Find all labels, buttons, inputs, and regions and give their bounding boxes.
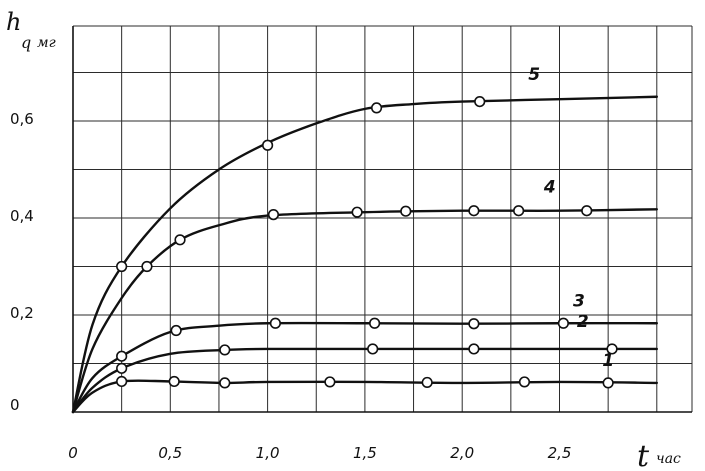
grid [73, 25, 693, 412]
series-marker-1 [602, 377, 614, 389]
series-marker-2 [468, 343, 480, 355]
series-marker-3 [269, 317, 281, 329]
series-line-4 [71, 208, 658, 414]
series-marker-3 [468, 318, 480, 330]
series-marker-2 [219, 344, 231, 356]
tick-labels: 0 0,5 1,0 1,5 2,0 2,5 0 0,2 0,4 0,6 [10, 110, 571, 462]
series-marker-4 [351, 206, 363, 218]
y-tick-label: 0,2 [10, 304, 34, 322]
series-marker-3 [369, 317, 381, 329]
x-tick-label: 0,5 [158, 444, 182, 462]
series-marker-2 [116, 362, 128, 374]
series-marker-4 [581, 205, 593, 217]
series-marker-5 [262, 139, 274, 151]
series-marker-2 [606, 343, 618, 355]
series-label-3: 3 [573, 291, 585, 311]
y-tick-label: 0,4 [10, 207, 34, 225]
y-tick-label: 0,6 [10, 110, 34, 128]
series-line-2 [71, 347, 658, 414]
series-label-1: 1 [602, 351, 614, 371]
series-marker-4 [400, 205, 412, 217]
series-marker-3 [116, 350, 128, 362]
series-line-3 [71, 321, 658, 414]
y-axis-unit: мг [37, 35, 56, 51]
series-marker-5 [474, 95, 486, 108]
x-tick-label: 2,0 [450, 444, 474, 462]
series-marker-4 [174, 234, 186, 246]
series-marker-4 [468, 205, 480, 217]
axes [72, 26, 692, 413]
y-axis-title-sub: q [21, 33, 31, 52]
axis-titles: h q мг t час [6, 8, 681, 471]
series-marker-5 [116, 260, 128, 273]
series-label-5: 5 [528, 65, 540, 85]
series-marker-1 [421, 376, 433, 389]
series-marker-1 [116, 375, 128, 388]
series-marker-2 [367, 343, 379, 355]
series-marker-5 [370, 102, 383, 114]
x-tick-label: 1,0 [256, 444, 280, 462]
series-marker-4 [267, 209, 280, 221]
series-marker-3 [557, 317, 569, 329]
series-marker-3 [170, 324, 182, 337]
series-marker-1 [518, 376, 531, 388]
x-tick-label: 1,5 [353, 444, 377, 462]
x-tick-label: 2,5 [548, 444, 572, 462]
series-marker-1 [219, 377, 231, 389]
series-label-4: 4 [543, 177, 556, 197]
y-axis-title: h [6, 8, 21, 36]
series-marker-4 [141, 260, 153, 273]
x-axis-unit: час [656, 451, 681, 467]
series-line-5 [71, 95, 658, 414]
x-axis-title: t [637, 439, 650, 471]
x-tick-label: 0 [68, 444, 78, 462]
y-tick-label: 0 [10, 396, 20, 414]
series-marker-1 [324, 376, 336, 388]
series-marker-4 [513, 205, 525, 217]
series-marker-1 [168, 375, 180, 388]
